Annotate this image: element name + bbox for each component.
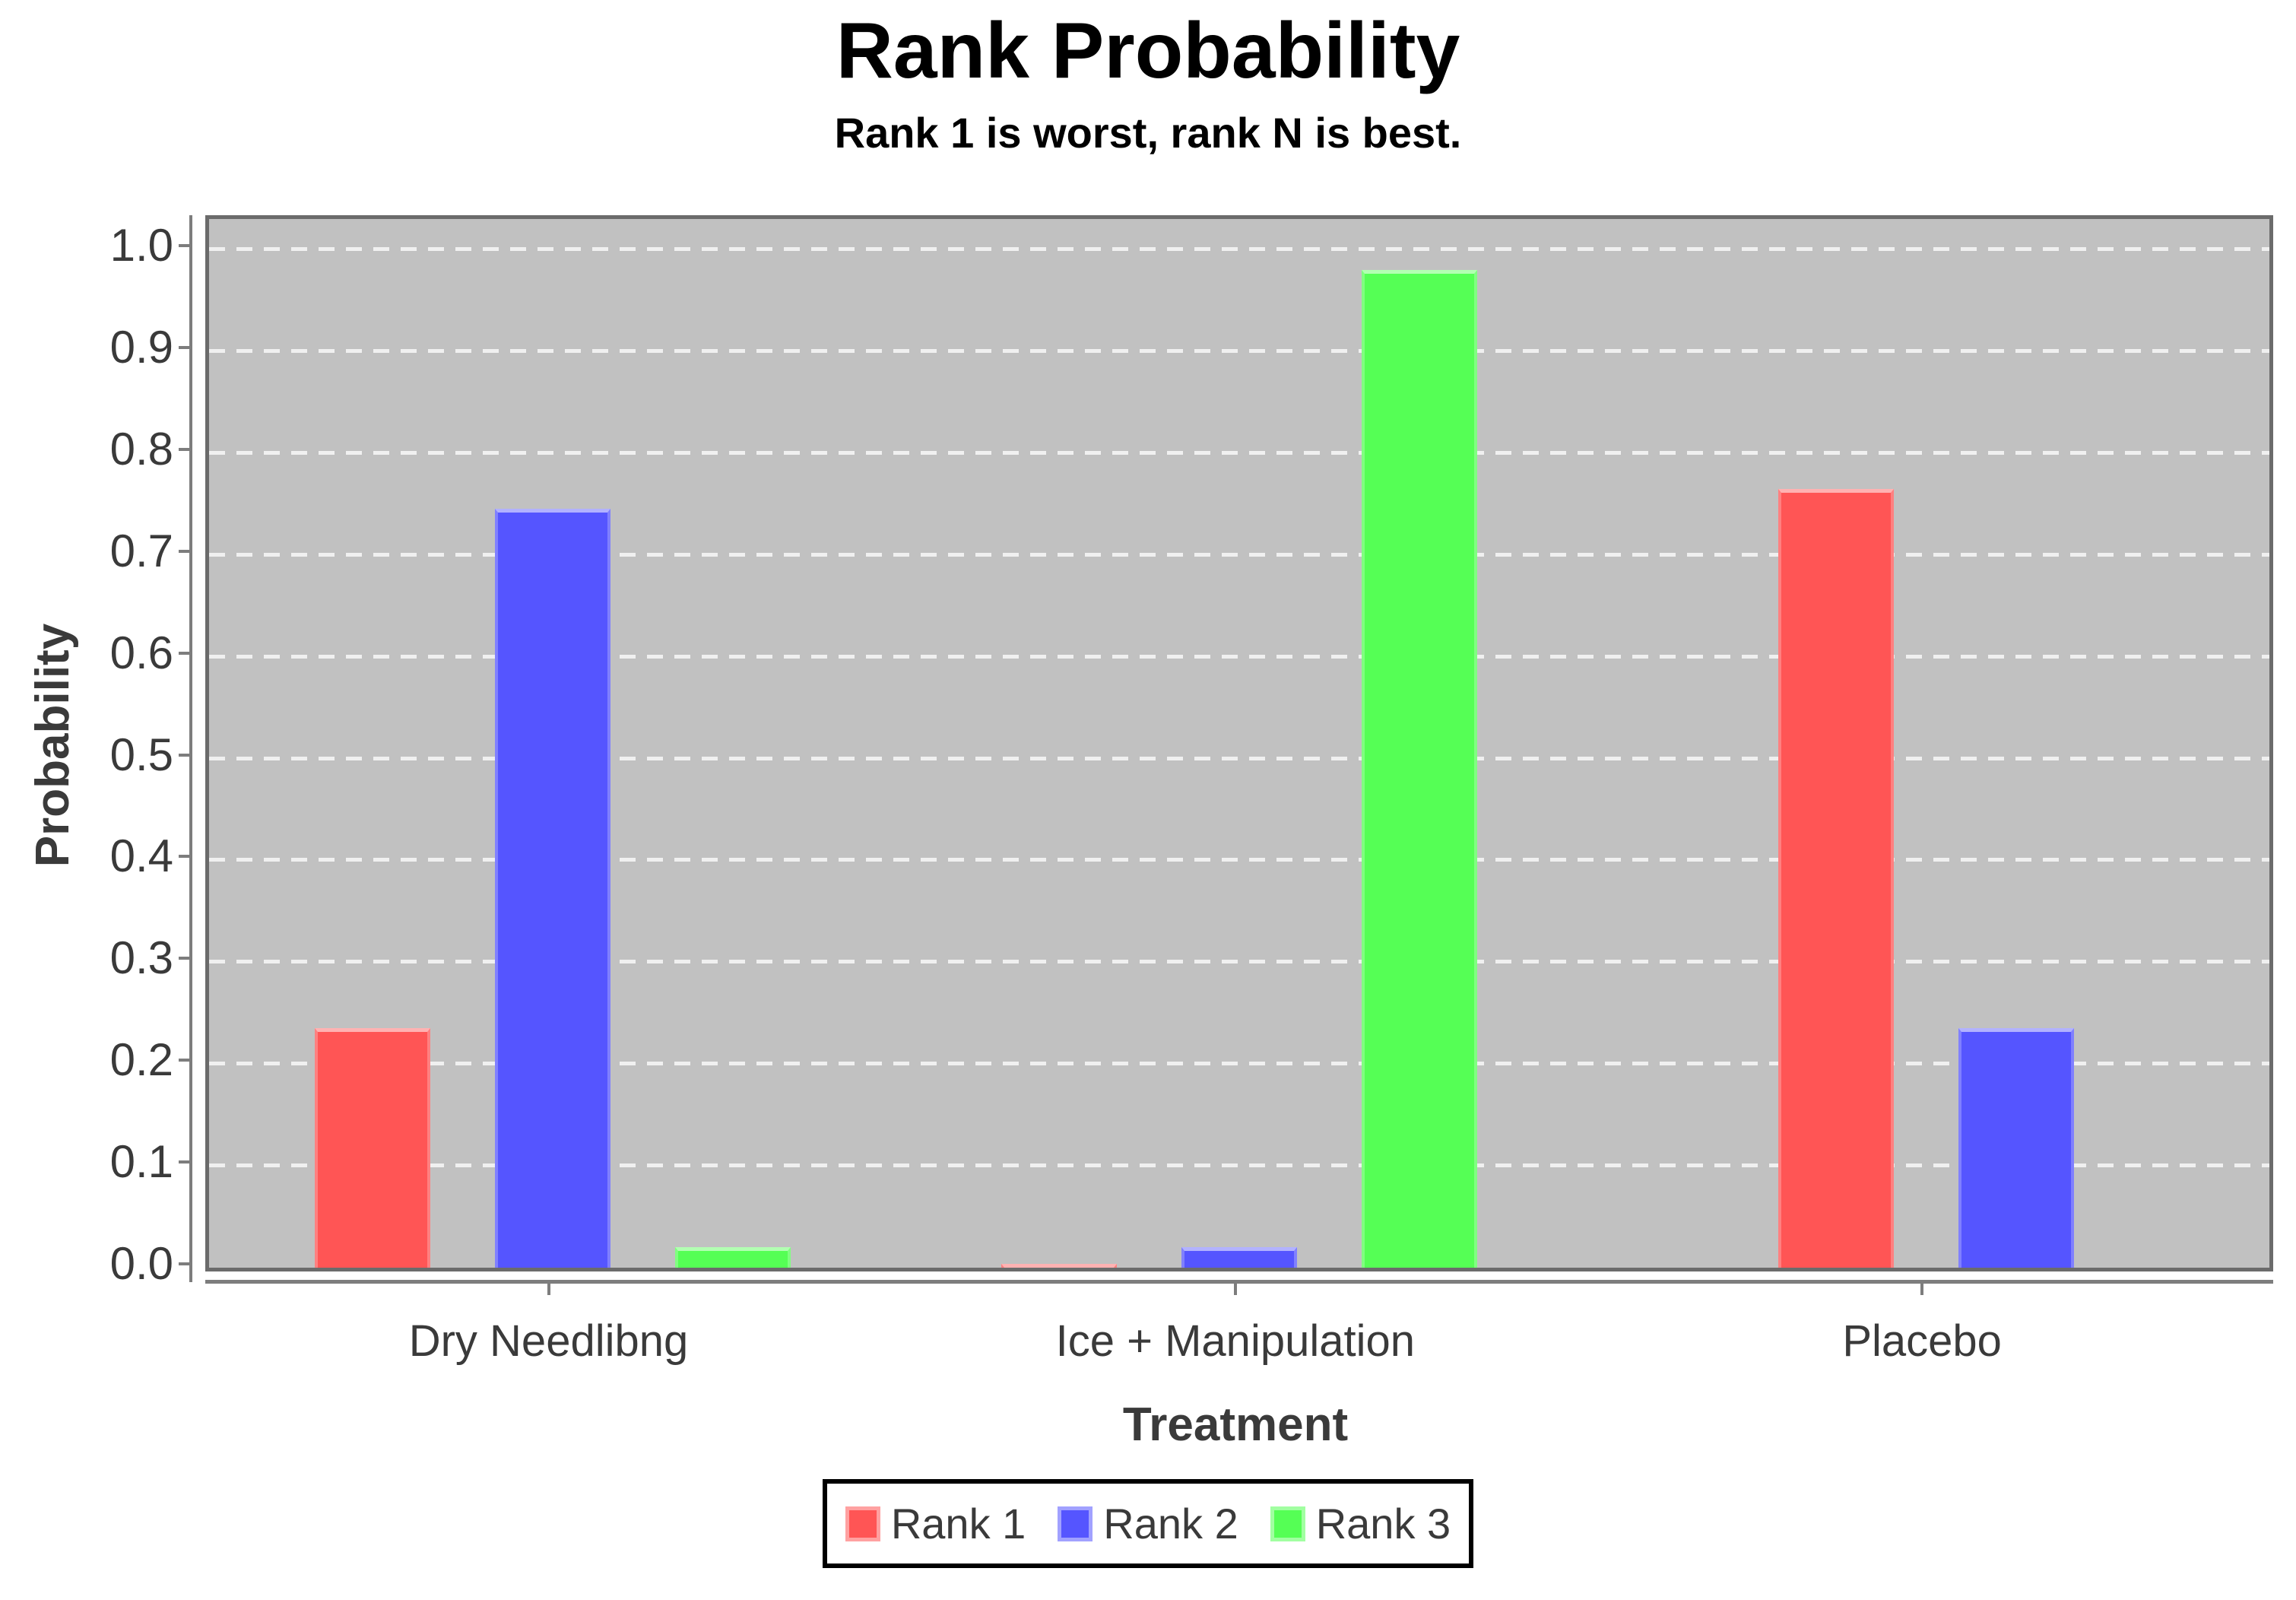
x-tick-placebo — [1920, 1284, 1924, 1295]
legend-label-rank-2: Rank 2 — [1103, 1500, 1238, 1548]
y-tick-label-0.6: 0.6 — [109, 627, 173, 678]
y-tick-0.2 — [179, 1059, 189, 1062]
legend-item-rank-1: Rank 1 — [845, 1499, 1026, 1548]
legend-swatch-rank-3 — [1270, 1506, 1305, 1541]
plot-area — [205, 215, 2273, 1271]
legend-container: Rank 1 Rank 2 Rank 3 — [0, 1479, 2296, 1568]
gridline-0.7 — [209, 552, 2269, 557]
gridline-0.2 — [209, 1062, 2269, 1066]
gridline-1.0 — [209, 247, 2269, 251]
bar-rank-3-dry-needlibng — [674, 1247, 791, 1268]
bar-group-dry-needlibng — [209, 219, 896, 1268]
y-tick-1.0 — [179, 244, 189, 247]
bar-rank-1-dry-needlibng — [314, 1028, 430, 1268]
y-tick-0.5 — [179, 753, 189, 757]
legend-item-rank-2: Rank 2 — [1058, 1499, 1238, 1548]
legend-swatch-rank-1 — [845, 1506, 880, 1541]
legend-label-rank-3: Rank 3 — [1315, 1500, 1451, 1548]
y-tick-label-0.1: 0.1 — [109, 1136, 173, 1188]
bar-group-placebo — [1583, 219, 2269, 1268]
x-axis-title: Treatment — [1122, 1398, 1349, 1451]
x-tick-dry-needlibng — [547, 1284, 550, 1295]
x-tick-ice-manipulation — [1234, 1284, 1237, 1295]
bar-rank-1-placebo — [1777, 489, 1894, 1268]
bar-rank-2-dry-needlibng — [494, 509, 610, 1268]
y-tick-label-0.3: 0.3 — [109, 932, 173, 984]
x-label-ice-manipulation: Ice + Manipulation — [1055, 1316, 1415, 1366]
gridline-0.6 — [209, 654, 2269, 659]
y-tick-label-0.0: 0.0 — [109, 1238, 173, 1289]
y-axis-line — [189, 215, 192, 1282]
gridline-0.8 — [209, 450, 2269, 455]
y-tick-label-0.7: 0.7 — [109, 525, 173, 576]
y-tick-0.1 — [179, 1160, 189, 1164]
x-axis-line — [205, 1280, 2273, 1284]
legend: Rank 1 Rank 2 Rank 3 — [822, 1479, 1474, 1568]
bar-rank-3-ice-manipulation — [1361, 270, 1477, 1268]
y-tick-label-0.5: 0.5 — [109, 729, 173, 780]
chart-title: Rank Probability — [836, 7, 1460, 95]
gridline-0.5 — [209, 756, 2269, 760]
x-label-placebo: Placebo — [1842, 1316, 2002, 1366]
y-tick-label-0.4: 0.4 — [109, 830, 173, 882]
bar-rank-1-ice-manipulation — [1001, 1264, 1117, 1268]
chart-subtitle: Rank 1 is worst, rank N is best. — [834, 109, 1462, 157]
bar-rank-2-placebo — [1958, 1028, 2074, 1268]
legend-item-rank-3: Rank 3 — [1270, 1499, 1451, 1548]
gridline-0.4 — [209, 858, 2269, 862]
y-tick-0.0 — [179, 1262, 189, 1265]
x-label-dry-needlibng: Dry Needlibng — [408, 1316, 689, 1366]
y-tick-0.4 — [179, 855, 189, 859]
bar-rank-2-ice-manipulation — [1181, 1247, 1297, 1268]
y-tick-0.7 — [179, 549, 189, 553]
y-tick-0.3 — [179, 957, 189, 960]
y-tick-label-1.0: 1.0 — [109, 220, 173, 271]
y-tick-label-0.8: 0.8 — [109, 423, 173, 475]
y-tick-0.6 — [179, 651, 189, 655]
y-tick-label-0.9: 0.9 — [109, 321, 173, 373]
y-tick-0.9 — [179, 345, 189, 349]
bar-group-ice-manipulation — [896, 219, 1582, 1268]
legend-label-rank-1: Rank 1 — [890, 1500, 1026, 1548]
gridline-0.3 — [209, 960, 2269, 964]
legend-swatch-rank-2 — [1058, 1506, 1093, 1541]
gridline-0.1 — [209, 1163, 2269, 1168]
y-tick-label-0.2: 0.2 — [109, 1034, 173, 1086]
y-tick-0.8 — [179, 447, 189, 451]
gridline-0.9 — [209, 348, 2269, 353]
